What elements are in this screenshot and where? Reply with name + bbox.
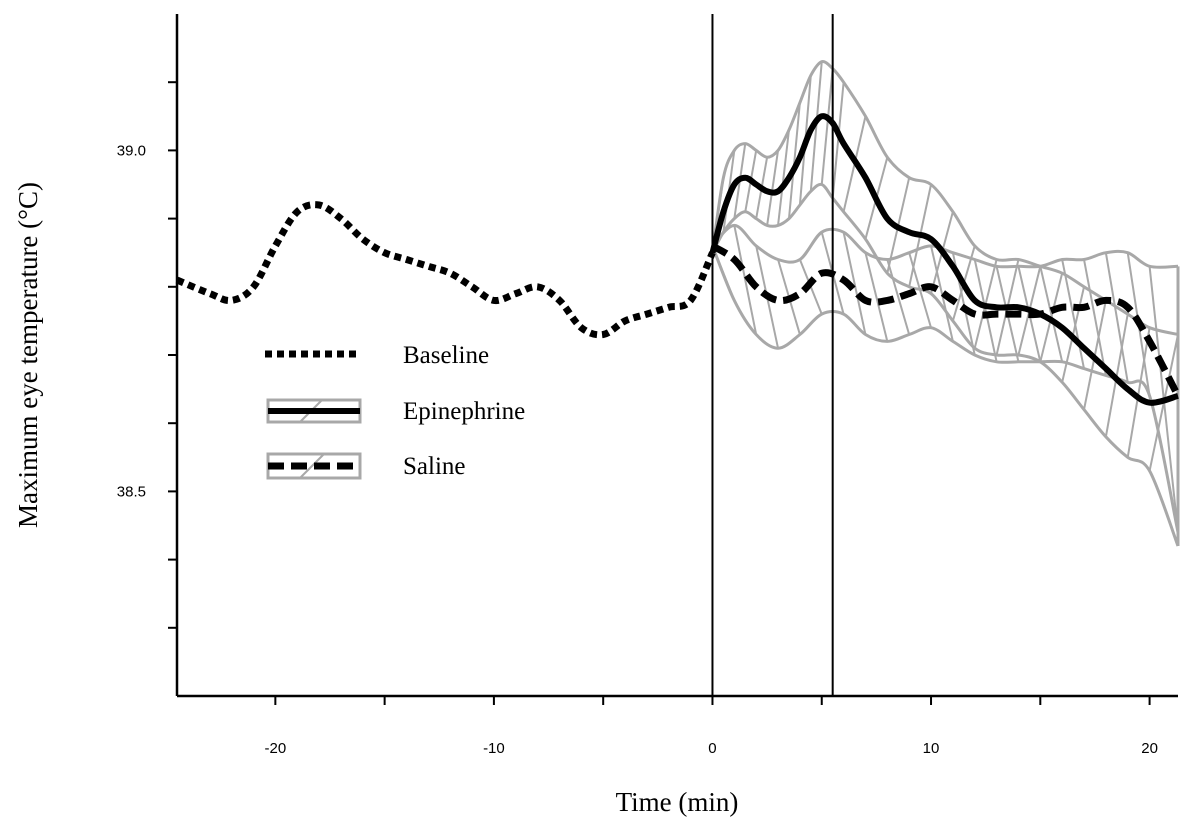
x-axis-title: Time (min) [616,787,739,817]
ticks: -20 -10 0 10 20 38.5 39.0 [117,81,1158,757]
legend-item-saline: Saline [266,452,466,480]
band-hatch-saline [733,225,758,335]
band-hatch-saline [930,245,954,342]
legend-item-baseline: Baseline [265,342,489,369]
band-hatch-saline [864,252,889,342]
band-hatch-saline [1083,259,1107,376]
band-upper-epinephrine [711,60,1179,336]
x-tick-label: 0 [708,740,716,757]
legend-label-saline: Saline [403,453,466,480]
series-line-epinephrine [709,113,1179,406]
band-hatch-epinephrine [787,102,801,219]
band-hatch-saline [842,232,867,335]
band-hatch-saline [1061,259,1086,369]
legend-label-baseline: Baseline [403,342,489,369]
legend-label-epinephrine: Epinephrine [403,398,525,425]
legend-item-epinephrine: Epinephrine [266,398,525,425]
event-markers [711,14,834,696]
x-tick-label: -10 [483,740,505,757]
band-hatch-saline [1039,266,1064,363]
band-hatch-saline [711,245,736,301]
band-hatch-saline [908,252,932,328]
band-hatch-epinephrine [766,150,780,226]
band-hatch-epinephrine [809,61,823,192]
band-lower-saline [711,245,1180,533]
band-hatch-saline [973,259,998,363]
band-hatch-saline [886,259,911,335]
x-tick-label: 10 [923,740,940,757]
band-hatch-epinephrine [777,129,790,226]
series-line-baseline [175,201,716,339]
y-axis-title: Maximum eye temperature (°C) [13,182,43,528]
x-tick-label: 20 [1141,740,1158,757]
x-tick-label: -20 [265,740,287,757]
series-lines [175,113,1182,406]
legend: Baseline Epinephrine Saline [265,342,525,480]
series-line-saline [710,242,1182,398]
band-hatch-epinephrine [831,82,845,199]
y-tick-label: 39.0 [117,142,146,159]
legend-hatch-saline [299,453,325,479]
band-hatch-epinephrine [1126,327,1151,458]
band-hatch-epinephrine [820,68,834,185]
band-hatch-saline [1104,252,1129,383]
y-tick-label: 38.5 [117,483,146,500]
